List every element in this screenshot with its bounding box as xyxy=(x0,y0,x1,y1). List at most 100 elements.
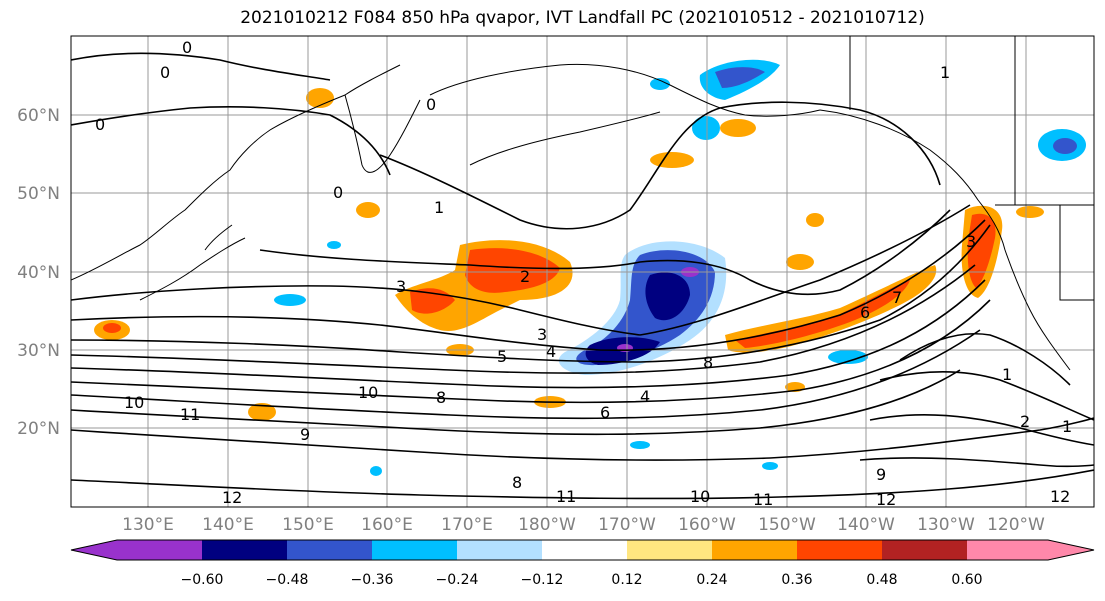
patch-pos-3 xyxy=(306,88,334,108)
colorbar-label: 0.24 xyxy=(696,572,727,588)
contour-3b xyxy=(639,204,971,336)
contour-label: 8 xyxy=(512,473,522,492)
contour-coast-1 xyxy=(899,332,1071,386)
colorbar-segment xyxy=(712,540,797,560)
anomaly-positive-central-core xyxy=(465,248,560,293)
lat-label: 20°N xyxy=(17,419,60,439)
colorbar-segment xyxy=(797,540,882,560)
contour-label: 7 xyxy=(892,288,902,307)
lon-label: 120°W xyxy=(987,515,1045,535)
colorbar-label: −0.48 xyxy=(266,572,309,588)
lon-label: 150°E xyxy=(282,515,334,535)
contour-label: 9 xyxy=(876,465,886,484)
contour-label: 6 xyxy=(860,303,870,322)
contour-label: 1 xyxy=(1002,365,1012,384)
contour-label: 11 xyxy=(180,405,200,424)
coastlines xyxy=(71,36,1094,371)
coast-alaska xyxy=(429,63,821,166)
patch-pos-5 xyxy=(650,152,694,168)
colorbar-label: 0.36 xyxy=(781,572,812,588)
contour-label: 10 xyxy=(690,487,710,506)
contour-label: 10 xyxy=(358,383,378,402)
contour-label: 2 xyxy=(1020,412,1030,431)
colorbar-segment xyxy=(202,540,287,560)
patch-neg-east xyxy=(828,350,868,364)
patch-neg-1 xyxy=(274,294,306,306)
contour-label: 1 xyxy=(1062,417,1072,436)
colorbar-label: −0.24 xyxy=(436,572,479,588)
lat-label: 40°N xyxy=(17,263,60,283)
lat-label: 30°N xyxy=(17,341,60,361)
contour-3a xyxy=(71,285,641,336)
contour-6 xyxy=(71,264,976,374)
colorbar-segment xyxy=(71,540,202,560)
lon-label: 160°W xyxy=(678,515,736,535)
latitude-labels: 60°N 50°N 40°N 30°N 20°N xyxy=(17,106,60,439)
contour-label: 12 xyxy=(222,488,242,507)
patch-pos-8 xyxy=(248,403,276,421)
colorbar-segment xyxy=(457,540,542,560)
lon-label: 180°W xyxy=(518,515,576,535)
colorbar-segment xyxy=(542,540,627,560)
patch-pos-7 xyxy=(786,254,814,270)
border-canada-us xyxy=(849,36,1094,301)
contour-label: 0 xyxy=(95,115,105,134)
lon-label: 150°W xyxy=(758,515,816,535)
map-title: 2021010212 F084 850 hPa qvapor, IVT Land… xyxy=(240,8,925,28)
patch-pos-12 xyxy=(806,213,824,227)
colorbar-segment xyxy=(882,540,967,560)
patch-neg-canada-core xyxy=(1053,138,1077,154)
contour-label: 3 xyxy=(966,232,976,251)
colorbar: −0.60 −0.48 −0.36 −0.24 −0.12 0.12 0.24 … xyxy=(70,539,1095,588)
contour-label: 6 xyxy=(600,403,610,422)
colorbar-segment xyxy=(287,540,372,560)
contour-0b xyxy=(71,106,391,176)
longitude-labels: 130°E 140°E 150°E 160°E 170°E 180°W 170°… xyxy=(122,515,1045,535)
contour-7 xyxy=(71,279,986,389)
colorbar-label: 0.12 xyxy=(611,572,642,588)
contour-label: 3 xyxy=(396,277,406,296)
graticule xyxy=(71,36,1094,507)
contour-label: 0 xyxy=(182,38,192,57)
contour-8 xyxy=(71,299,991,404)
contour-label: 8 xyxy=(703,353,713,372)
colorbar-segment xyxy=(627,540,712,560)
contour-0a xyxy=(71,52,331,81)
contour-10 xyxy=(71,369,961,436)
contour-11 xyxy=(71,417,1094,461)
contour-label: 12 xyxy=(876,490,896,509)
contour-2 xyxy=(259,209,951,296)
contour-lines xyxy=(71,52,1094,500)
coast-asia xyxy=(71,64,401,281)
contour-coast-4 xyxy=(859,457,1094,468)
colorbar-label: −0.60 xyxy=(181,572,224,588)
lon-label: 160°E xyxy=(361,515,413,535)
contour-9 xyxy=(71,329,981,420)
lon-label: 170°E xyxy=(441,515,493,535)
colorbar-label: −0.36 xyxy=(351,572,394,588)
contour-label: 3 xyxy=(537,325,547,344)
lon-label: 140°E xyxy=(202,515,254,535)
contour-coast-2 xyxy=(879,370,1094,421)
contour-label: 1 xyxy=(940,63,950,82)
contour-label: 11 xyxy=(753,490,773,509)
contour-label: 11 xyxy=(556,487,576,506)
contour-label: 2 xyxy=(520,267,530,286)
patch-neg-4 xyxy=(630,441,650,449)
patch-neg-6 xyxy=(327,241,341,249)
patch-neg-alaska-core xyxy=(715,67,765,88)
contour-label: 0 xyxy=(160,63,170,82)
patch-neg-gulf xyxy=(692,116,720,140)
contour-label: 4 xyxy=(546,342,556,361)
colorbar-segment xyxy=(967,540,1094,560)
contour-coast-3 xyxy=(869,413,1094,446)
contour-label: 8 xyxy=(436,388,446,407)
lon-label: 170°W xyxy=(598,515,656,535)
patch-neg-5 xyxy=(762,462,778,470)
contour-label: 5 xyxy=(497,347,507,366)
anomaly-positive-east-band xyxy=(725,265,937,353)
patch-neg-3 xyxy=(370,466,382,476)
contour-label-group: 0 0 0 0 0 1 1 2 3 3 4 5 8 10 8 4 6 9 11 … xyxy=(95,38,1072,509)
colorbar-label: −0.12 xyxy=(521,572,564,588)
